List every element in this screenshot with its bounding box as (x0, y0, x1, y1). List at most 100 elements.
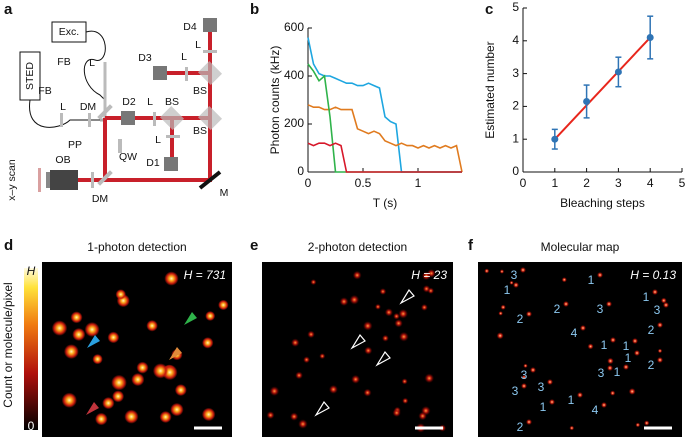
fluorescent-spot (607, 357, 614, 365)
molecule-count: 2 (517, 312, 524, 326)
optics (60, 50, 223, 188)
fluorescent-spot (496, 332, 504, 340)
fluorescent-spot (657, 348, 663, 354)
molecule-spot (597, 272, 603, 278)
molecule-spot (520, 267, 526, 273)
x-tick-label: 0 (520, 176, 527, 190)
molecule-spot (563, 301, 569, 307)
y-axis-label: Estimated number (483, 41, 497, 138)
diagram-label: L (181, 51, 187, 63)
image-annotation: H = 0.13 (630, 268, 676, 282)
diagram-label: OB (55, 154, 70, 166)
molecule-spot (521, 383, 527, 389)
fluorescent-spot (521, 375, 527, 380)
fluorescent-spot (266, 411, 275, 420)
panel-letter: d (4, 237, 13, 254)
molecule-spot (547, 379, 553, 385)
image-title: 2-photon detection (308, 240, 407, 254)
open-arrowhead (314, 400, 330, 417)
fluorescent-spot (398, 308, 409, 319)
y-tick-label: 600 (284, 20, 304, 34)
fluorescent-spot (131, 373, 145, 387)
fluorescent-spot (644, 420, 650, 426)
x-tick-label: 0 (305, 176, 312, 190)
diagram-label: DM (80, 101, 96, 113)
x-tick-label: 0.5 (355, 176, 372, 190)
molecule-count: 1 (643, 290, 650, 304)
fluorescent-spot (381, 334, 389, 342)
fluorescent-spot (660, 297, 667, 304)
molecule-spot (530, 367, 536, 373)
fluorescent-spot (102, 396, 115, 410)
y-tick-label: 5 (512, 0, 519, 14)
fluorescent-spot (352, 270, 362, 280)
panel-letter: c (485, 1, 493, 18)
trace (307, 104, 463, 173)
fluorescent-spot (610, 390, 616, 396)
open-arrowhead (399, 288, 415, 305)
fluorescent-spot (587, 343, 594, 350)
fluorescent-spot (498, 311, 503, 316)
fluorescent-spot (107, 331, 120, 344)
fluorescent-spot (427, 287, 435, 295)
open-arrowhead (350, 333, 366, 350)
molecule-spot (513, 282, 519, 288)
diagram-label: D1 (146, 157, 160, 169)
molecule-count: 3 (512, 384, 519, 398)
open-arrowhead (375, 350, 391, 367)
diagram-label: x–y scan (6, 159, 18, 201)
arrowhead (87, 335, 100, 348)
molecule-spot (657, 357, 663, 363)
fluorescent-spot (363, 388, 372, 397)
diagram-label: QW (119, 151, 137, 163)
molecule-spot (623, 364, 629, 370)
diagram-label: DM (92, 193, 108, 205)
y-tick-label: 0 (512, 164, 519, 178)
molecule-spot (652, 289, 658, 295)
molecule-spot (601, 402, 607, 408)
fluorescent-spot (349, 294, 360, 305)
molecule-count: 1 (625, 351, 632, 365)
diagram-label: L (60, 101, 66, 113)
fluorescent-spot (205, 310, 216, 321)
molecule-spot (607, 365, 613, 371)
diagram-label: PP (68, 139, 82, 151)
fluorescent-spot (499, 269, 505, 274)
molecule-count: 3 (511, 268, 518, 282)
sample (38, 168, 41, 192)
molecule-count: 1 (623, 339, 630, 353)
fluorescent-spot (269, 386, 280, 397)
y-tick-label: 2 (512, 99, 519, 113)
x-tick-label: 2 (583, 176, 590, 190)
y-tick-label: 200 (284, 116, 304, 130)
fluorescent-spot (298, 419, 308, 429)
colorbar-min: 0 (28, 419, 35, 433)
panel-letter: f (468, 237, 474, 254)
fluorescent-spot (420, 303, 428, 311)
diagram-label: L (155, 134, 161, 146)
fluorescent-spot (295, 371, 303, 380)
fluorescent-spot (201, 407, 216, 422)
fluorescent-spot (635, 422, 641, 428)
fluorescent-spot (72, 327, 86, 342)
fiber (83, 30, 106, 101)
fluorescent-spot (124, 409, 139, 424)
molecule-count: 2 (517, 420, 524, 434)
fluorescent-spot (51, 320, 68, 336)
point (614, 68, 622, 76)
fluorescent-spot (484, 268, 490, 274)
fluorescent-spot (424, 373, 435, 384)
arrowhead (184, 312, 197, 325)
fluorescent-spot (561, 277, 567, 283)
diagram-label: FB (38, 85, 51, 97)
trace (307, 37, 462, 173)
molecule-count: 4 (592, 403, 599, 417)
colorbar-label: Count or molecule/pixel (1, 282, 15, 407)
molecule-spot (632, 338, 638, 344)
fluorescent-spot (418, 411, 427, 421)
diagram-label: STED (24, 62, 36, 90)
diagram-label: L (195, 39, 201, 51)
molecule-count: 1 (568, 393, 575, 407)
arrowhead (86, 402, 99, 415)
y-tick-label: 400 (284, 68, 304, 82)
